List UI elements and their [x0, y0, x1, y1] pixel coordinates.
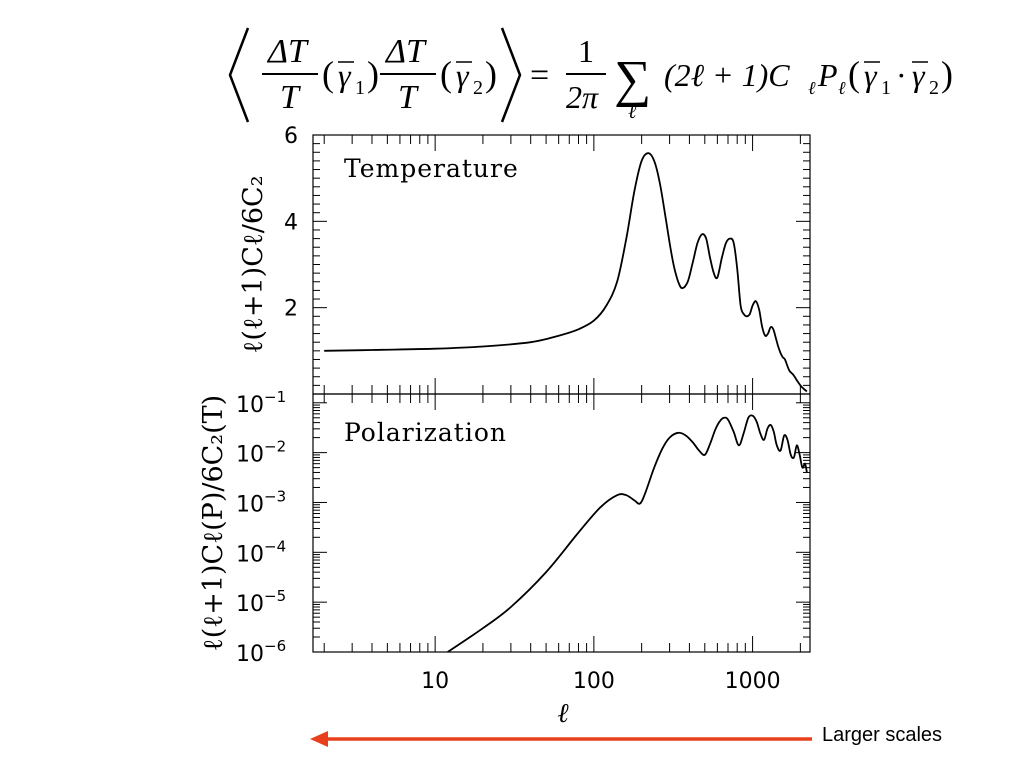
polarization-y-tick-label: 10−6	[236, 637, 286, 667]
p-subscript: ℓ	[838, 78, 846, 98]
prefactor-numerator: 1	[578, 33, 594, 69]
polarization-spectrum-line	[447, 414, 808, 652]
delta-t-numerator-1: ΔT	[266, 33, 309, 70]
x-tick-label: 1000	[725, 669, 781, 694]
temperature-spectrum-line	[324, 152, 808, 393]
prefactor-denominator: 2π	[566, 79, 599, 115]
gamma-3: γ	[864, 57, 878, 93]
polarization-y-axis-label: ℓ(ℓ+1)Cℓ(P)/6C₂(T)	[198, 395, 229, 651]
subscript-3: 1	[881, 77, 891, 99]
close-paren-2: )	[485, 54, 497, 94]
right-angle-bracket	[500, 27, 522, 123]
summation-sign: ∑	[614, 51, 651, 108]
gamma-4: γ	[912, 57, 926, 93]
t-denominator-2: T	[398, 79, 419, 116]
correlation-equation: ΔT T ( γ 1 ) ΔT T ( γ 2 ) = 1 2π ∑ ℓ (2ℓ…	[228, 27, 953, 123]
temperature-y-tick-label: 2	[284, 297, 298, 322]
open-paren-2: (	[440, 54, 452, 94]
open-paren-3: (	[848, 54, 860, 94]
temperature-y-axis-label: ℓ(ℓ+1)Cℓ/6C₂	[238, 175, 269, 353]
temperature-panel-label: Temperature	[344, 154, 519, 183]
larger-scales-caption: Larger scales	[822, 724, 943, 746]
polarization-y-tick-label: 10−4	[236, 537, 286, 567]
polarization-y-tick-label: 10−3	[236, 487, 286, 517]
temperature-y-tick-label: 4	[284, 210, 298, 235]
summand: (2ℓ + 1)C	[664, 57, 790, 93]
chart-root: 2 4 6 10−6 10−5 10−4 10−3 10−2 10−1 10 100 1000 ℓ ℓ(ℓ…	[198, 124, 812, 747]
t-denominator-1: T	[280, 79, 301, 116]
dot-product: ·	[896, 57, 907, 93]
summation-index: ℓ	[628, 101, 637, 123]
legendre-p: P	[817, 57, 838, 93]
close-paren-3: )	[941, 54, 953, 94]
gamma-2: γ	[456, 57, 470, 93]
left-angle-bracket	[228, 27, 250, 123]
close-paren-1: )	[367, 54, 379, 94]
polarization-plot-frame	[312, 393, 811, 653]
polarization-y-tick-label: 10−2	[236, 438, 286, 468]
c-subscript: ℓ	[808, 78, 816, 98]
equals-sign: =	[530, 57, 549, 94]
x-tick-label: 10	[421, 669, 449, 694]
x-axis-label: ℓ	[557, 698, 569, 729]
polarization-y-tick-label: 10−1	[236, 388, 286, 418]
larger-scales-arrow-head	[310, 731, 328, 747]
delta-t-numerator-2: ΔT	[384, 33, 427, 70]
gamma-1: γ	[338, 57, 352, 93]
subscript-2: 2	[473, 77, 483, 99]
x-tick-label: 100	[573, 669, 615, 694]
subscript-4: 2	[929, 77, 939, 99]
open-paren-1: (	[322, 54, 334, 94]
polarization-panel-label: Polarization	[344, 418, 507, 447]
temperature-y-tick-label: 6	[284, 124, 298, 149]
subscript-1: 1	[355, 77, 365, 99]
polarization-y-tick-label: 10−5	[236, 587, 286, 617]
